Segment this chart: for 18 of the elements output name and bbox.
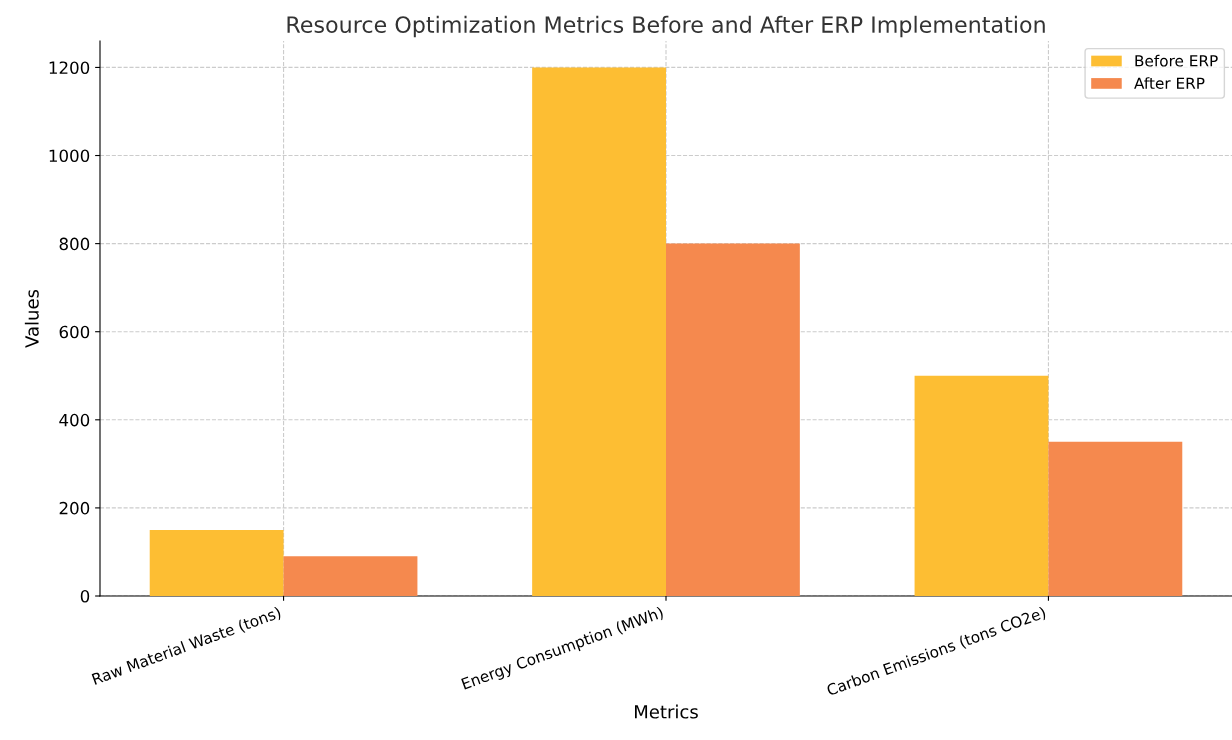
bar <box>149 529 284 596</box>
bar <box>914 375 1049 596</box>
legend-label: Before ERP <box>1135 54 1218 67</box>
y-tick-label: 1200 <box>49 61 90 74</box>
y-tick-label: 200 <box>59 501 90 515</box>
bar <box>532 67 666 596</box>
y-tick-label: 600 <box>59 325 90 339</box>
bar <box>283 556 418 596</box>
bar <box>666 243 800 596</box>
bar <box>1048 441 1183 596</box>
x-axis-title: Metrics <box>635 704 698 719</box>
chart-title: Resource Optimization Metrics Before and After ERP Implementation <box>287 15 1045 38</box>
y-tick-label: 400 <box>59 413 90 427</box>
y-tick-label: 0 <box>80 589 90 603</box>
y-tick-label: 800 <box>59 237 90 251</box>
y-tick-label: 1000 <box>49 149 90 163</box>
legend-label: After ERP <box>1134 77 1205 89</box>
y-axis-title: Values <box>24 289 39 348</box>
